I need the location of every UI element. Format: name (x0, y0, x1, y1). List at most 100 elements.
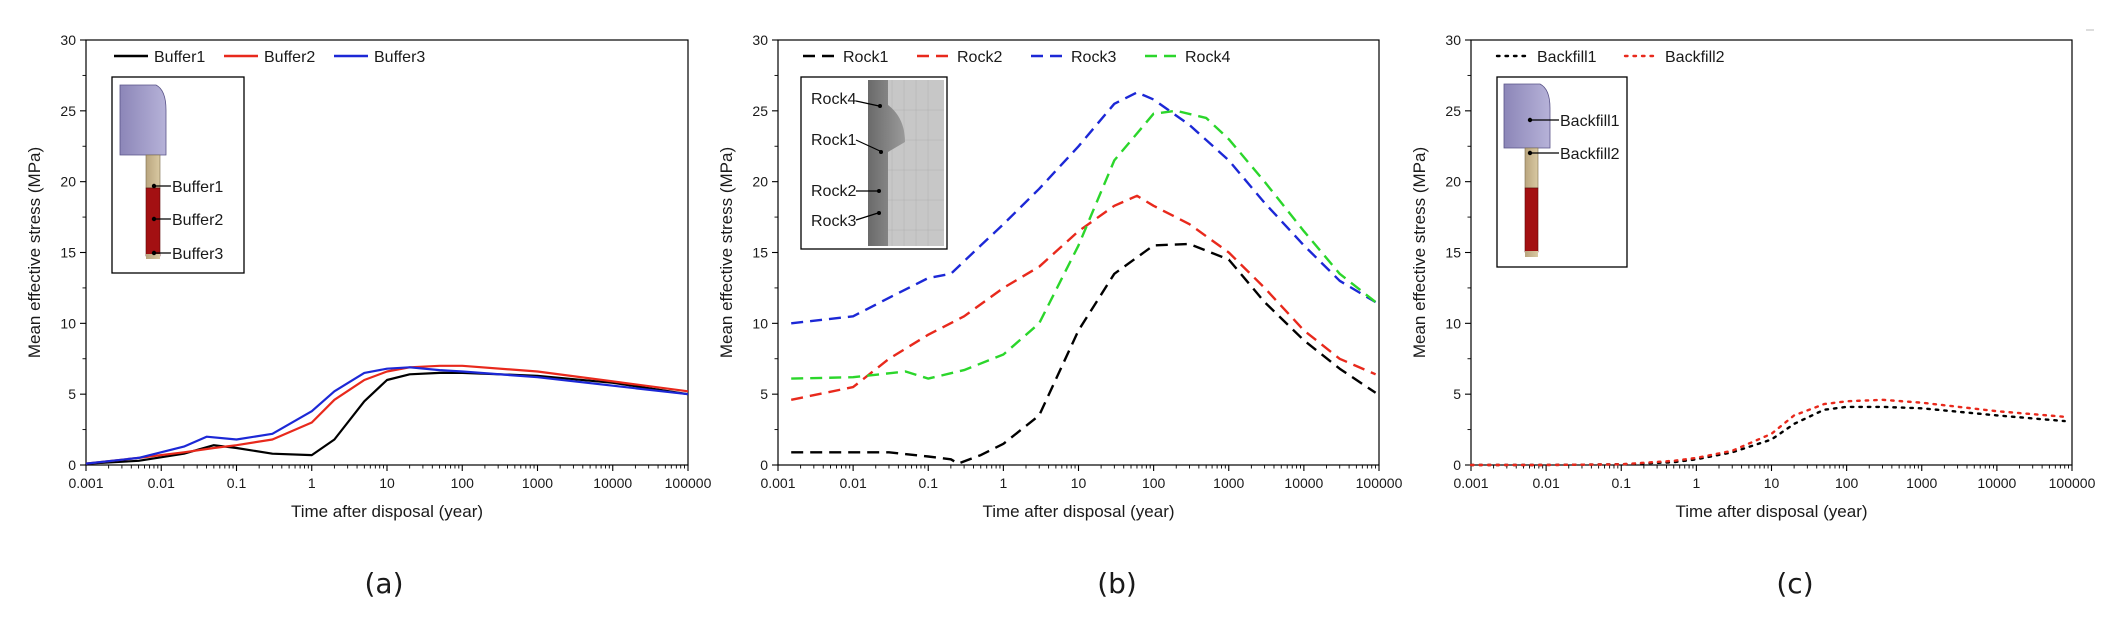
x-tick-label-c: 100 (1835, 475, 1859, 491)
x-tick-label-a: 10 (379, 475, 395, 491)
x-tick-label-a: 1000 (522, 475, 553, 491)
legend-a: Buffer1 Buffer2 Buffer3 (114, 49, 425, 66)
series-line-rock1 (791, 242, 1377, 465)
legend-label-rock1: Rock1 (843, 49, 888, 66)
inset-a-borehole-bottom (146, 254, 160, 259)
legend-c: Backfill1 Backfill2 (1495, 49, 1725, 66)
x-tick-label-c: 1000 (1906, 475, 1937, 491)
series-line-rock3 (791, 91, 1377, 325)
y-tick-label-a: 10 (60, 315, 76, 331)
x-tick-label-c: 0.1 (1612, 475, 1632, 491)
x-tick-label-b: 1000 (1213, 475, 1244, 491)
inset-b-label-rock1: Rock1 (811, 132, 856, 149)
series-line-rock2 (790, 194, 1377, 401)
panel-label-c: (c) (1776, 567, 1813, 600)
inset-c-tunnel-shape (1503, 83, 1551, 149)
y-tick-label-b: 5 (760, 386, 768, 402)
x-axis-label-c: Time after disposal (year) (1675, 502, 1867, 521)
inset-a-label-buffer2: Buffer2 (172, 212, 223, 229)
inset-a-canister (145, 187, 161, 257)
series-group-b (790, 91, 1377, 465)
inset-a-tunnel-shape (119, 84, 167, 156)
x-tick-label-a: 100 (451, 475, 475, 491)
y-axis-label-a: Mean effective stress (MPa) (25, 147, 44, 358)
series-line-backfill2 (1469, 398, 2066, 467)
legend-label-rock4: Rock4 (1185, 49, 1230, 66)
inset-b-label-rock2: Rock2 (811, 183, 856, 200)
axes-c: 0.001 0.01 0.1 1 10 100 1000 10000 100000 0 5 10 15 2… (1410, 32, 2096, 521)
y-tick-label-a: 30 (60, 32, 76, 48)
x-tick-label-b: 10 (1071, 475, 1087, 491)
y-tick-label-c: 20 (1445, 174, 1461, 190)
legend-b: Rock1 Rock2 Rock3 Rock4 (803, 49, 1230, 66)
x-tick-label-a: 0.01 (148, 475, 175, 491)
x-tick-label-b: 0.001 (760, 475, 795, 491)
legend-label-buffer1: Buffer1 (154, 49, 205, 66)
x-axis-label-a: Time after disposal (year) (291, 502, 483, 521)
inset-a-label-buffer1: Buffer1 (172, 179, 223, 196)
inset-c-label-backfill2: Backfill2 (1560, 146, 1620, 163)
inset-b-pointer-rock2 (856, 189, 881, 193)
inset-b: Rock4 Rock1 Rock2 Rock3 (800, 76, 948, 250)
legend-label-rock2: Rock2 (957, 49, 1002, 66)
x-tick-label-b: 0.01 (840, 475, 867, 491)
y-tick-label-c: 0 (1453, 457, 1461, 473)
series-group-c (1469, 398, 2066, 467)
x-tick-label-c: 10000 (1977, 475, 2016, 491)
x-tick-label-b: 1 (999, 475, 1007, 491)
inset-c-pointer-backfill1 (1527, 117, 1559, 123)
series-line-buffer2 (85, 364, 689, 465)
y-tick-label-b: 20 (752, 174, 768, 190)
panel-label-a: (a) (364, 567, 403, 600)
y-tick-label-b: 25 (752, 103, 768, 119)
y-axis-label-c: Mean effective stress (MPa) (1410, 147, 1429, 358)
inset-b-pointer-rock3 (855, 211, 881, 221)
y-tick-label-c: 10 (1445, 315, 1461, 331)
x-tick-label-b: 0.1 (919, 475, 939, 491)
inset-c-pointer-backfill2 (1527, 150, 1559, 156)
inset-c-label-backfill1: Backfill1 (1560, 113, 1620, 130)
y-tick-label-c: 30 (1445, 32, 1461, 48)
inset-b-label-rock4: Rock4 (811, 91, 856, 108)
series-line-buffer3 (85, 366, 689, 465)
x-axis-label-b: Time after disposal (year) (982, 502, 1174, 521)
x-tick-label-a: 0.1 (227, 475, 247, 491)
x-tick-label-c: 10 (1764, 475, 1780, 491)
x-tick-label-a: 10000 (593, 475, 632, 491)
inset-a-borehole-upper (145, 154, 161, 189)
axes-b: 0.001 0.01 0.1 1 10 100 1000 10000 100000 0 5 10 15 2… (717, 32, 1403, 521)
inset-c-borehole-bottom (1525, 251, 1538, 257)
series-line-rock4 (791, 109, 1377, 380)
x-tick-label-a: 0.001 (68, 475, 103, 491)
inset-b-label-rock3: Rock3 (811, 213, 856, 230)
y-tick-label-a: 5 (68, 386, 76, 402)
x-tick-label-a: 1 (308, 475, 316, 491)
panel-a: 0.001 0.01 0.1 1 10 100 1000 10000 100000 0 5 10 15 2… (25, 32, 712, 521)
series-line-buffer1 (85, 371, 689, 465)
x-tick-label-a: 100000 (665, 475, 712, 491)
inset-a-disposal-model (119, 84, 167, 259)
inset-c-disposal-model (1503, 83, 1551, 257)
legend-label-backfill2: Backfill2 (1665, 49, 1725, 66)
y-tick-label-a: 25 (60, 103, 76, 119)
inset-c-canister (1524, 187, 1539, 253)
inset-b-pointer-rock1 (855, 139, 883, 154)
y-tick-label-b: 30 (752, 32, 768, 48)
inset-a: Buffer1 Buffer2 Buffer3 (111, 76, 245, 274)
x-tick-label-b: 100 (1142, 475, 1166, 491)
panel-b: 0.001 0.01 0.1 1 10 100 1000 10000 100000 0 5 10 15 2… (717, 32, 1403, 521)
legend-label-buffer3: Buffer3 (374, 49, 425, 66)
y-tick-label-b: 0 (760, 457, 768, 473)
panel-label-b: (b) (1097, 567, 1137, 600)
axes-a: 0.001 0.01 0.1 1 10 100 1000 10000 100000 0 5 10 15 2… (25, 32, 712, 521)
x-tick-label-c: 100000 (2049, 475, 2096, 491)
inset-b-mesh-image (868, 80, 944, 246)
panel-c: 0.001 0.01 0.1 1 10 100 1000 10000 100000 0 5 10 15 2… (1410, 32, 2096, 521)
y-tick-label-a: 0 (68, 457, 76, 473)
series-line-backfill1 (1469, 405, 2066, 467)
x-tick-label-c: 0.001 (1453, 475, 1488, 491)
inset-c: Backfill1 Backfill2 (1496, 76, 1628, 268)
y-tick-label-c: 25 (1445, 103, 1461, 119)
